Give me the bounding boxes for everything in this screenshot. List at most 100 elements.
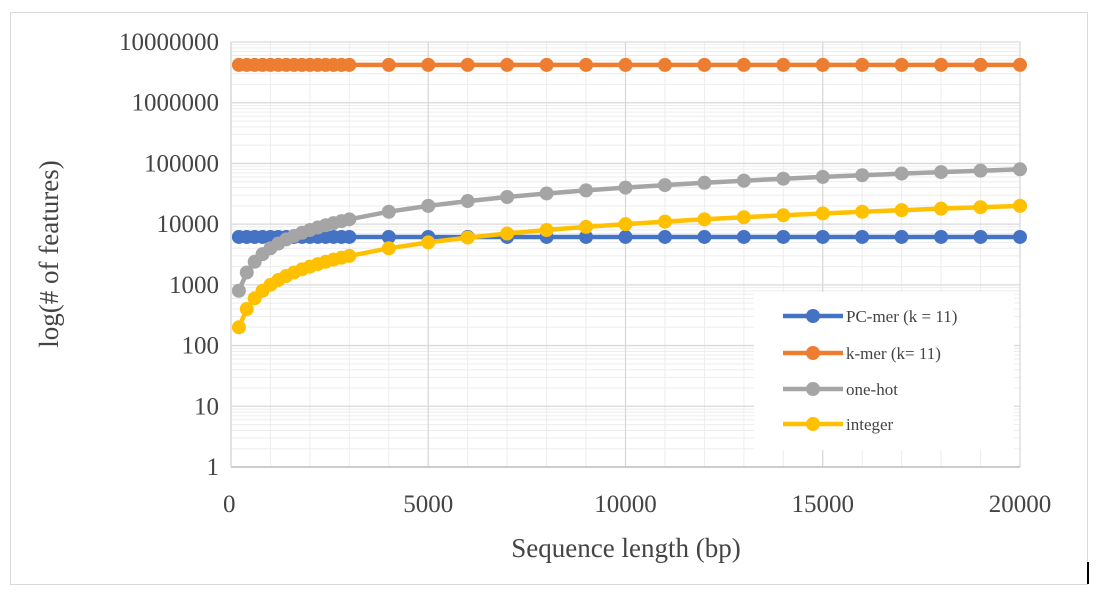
data-point-integer: [500, 226, 515, 241]
x-axis-title: Sequence length (bp): [511, 533, 740, 563]
legend-label: one-hot: [846, 380, 898, 399]
x-tick-label: 15000: [792, 491, 855, 518]
data-point-one-hot: [697, 175, 712, 190]
data-point-one-hot: [736, 173, 751, 188]
data-point-integer: [342, 248, 357, 263]
legend-label: k-mer (k= 11): [846, 344, 941, 363]
data-point-integer: [934, 201, 949, 216]
legend-label: integer: [846, 415, 894, 434]
data-point-pc-mer-k-11: [697, 229, 712, 244]
legend-swatch-marker: [806, 417, 820, 431]
y-tick-label: 1000: [169, 272, 219, 299]
data-point-k-mer-k-11: [776, 57, 791, 72]
data-point-one-hot: [1013, 162, 1027, 177]
legend-label: PC-mer (k = 11): [846, 307, 957, 326]
data-point-one-hot: [421, 198, 436, 213]
data-point-k-mer-k-11: [815, 57, 830, 72]
data-point-integer: [421, 235, 436, 250]
data-point-pc-mer-k-11: [736, 229, 751, 244]
data-point-k-mer-k-11: [736, 57, 751, 72]
data-point-one-hot: [381, 204, 396, 219]
data-point-one-hot: [500, 189, 515, 204]
y-tick-label: 10000000: [119, 29, 219, 56]
data-point-one-hot: [776, 171, 791, 186]
data-point-k-mer-k-11: [342, 57, 357, 72]
data-point-one-hot: [934, 165, 949, 180]
data-point-pc-mer-k-11: [618, 229, 633, 244]
data-point-one-hot: [894, 166, 909, 181]
data-point-one-hot: [815, 169, 830, 184]
data-point-one-hot: [579, 183, 594, 198]
data-point-integer: [855, 204, 870, 219]
data-point-k-mer-k-11: [381, 57, 396, 72]
y-tick-label: 1: [207, 454, 220, 481]
data-point-one-hot: [973, 163, 988, 178]
data-point-integer: [231, 320, 246, 335]
y-tick-label: 100: [182, 333, 220, 360]
data-point-pc-mer-k-11: [973, 229, 988, 244]
x-tick-label: 0: [223, 491, 236, 518]
data-point-integer: [697, 212, 712, 227]
data-point-integer: [539, 223, 554, 238]
data-point-integer: [460, 230, 475, 245]
data-point-k-mer-k-11: [421, 57, 436, 72]
data-point-k-mer-k-11: [500, 57, 515, 72]
x-tick-label: 5000: [403, 491, 453, 518]
x-tick-label: 20000: [989, 491, 1052, 518]
data-point-integer: [776, 208, 791, 223]
legend-swatch-marker: [806, 382, 820, 396]
data-point-k-mer-k-11: [618, 57, 633, 72]
data-point-integer: [973, 200, 988, 215]
data-point-pc-mer-k-11: [579, 229, 594, 244]
data-point-k-mer-k-11: [1013, 57, 1027, 72]
data-point-pc-mer-k-11: [894, 229, 909, 244]
data-point-k-mer-k-11: [855, 57, 870, 72]
data-point-integer: [239, 302, 254, 317]
data-point-pc-mer-k-11: [1013, 229, 1027, 244]
data-point-pc-mer-k-11: [776, 229, 791, 244]
data-point-k-mer-k-11: [657, 57, 672, 72]
data-point-k-mer-k-11: [894, 57, 909, 72]
legend-swatch-marker: [806, 309, 820, 323]
data-point-integer: [381, 241, 396, 256]
y-tick-label: 100000: [144, 150, 219, 177]
data-point-k-mer-k-11: [579, 57, 594, 72]
data-point-k-mer-k-11: [697, 57, 712, 72]
data-point-integer: [815, 206, 830, 221]
data-point-one-hot: [342, 212, 357, 227]
data-point-pc-mer-k-11: [381, 229, 396, 244]
y-tick-label: 1000000: [132, 90, 220, 117]
y-tick-label: 10000: [157, 211, 220, 238]
data-point-integer: [894, 203, 909, 218]
y-axis-title: log(# of features): [34, 160, 64, 347]
data-point-integer: [1013, 198, 1027, 213]
data-point-one-hot: [618, 180, 633, 195]
tick-labels: 1 10 100 1000 10000 100000 1000000 10000000 0 500…: [119, 29, 1051, 518]
data-point-pc-mer-k-11: [815, 229, 830, 244]
data-point-one-hot: [231, 283, 246, 298]
data-point-one-hot: [539, 186, 554, 201]
data-point-integer: [657, 214, 672, 229]
y-tick-label: 10: [194, 393, 219, 420]
data-point-k-mer-k-11: [460, 57, 475, 72]
data-point-pc-mer-k-11: [657, 229, 672, 244]
edge-mark: [1087, 562, 1089, 584]
series-layer: [231, 57, 1027, 335]
legend-swatch-marker: [806, 346, 820, 360]
data-point-one-hot: [460, 194, 475, 209]
data-point-k-mer-k-11: [973, 57, 988, 72]
data-point-k-mer-k-11: [539, 57, 554, 72]
data-point-integer: [579, 219, 594, 234]
data-point-pc-mer-k-11: [934, 229, 949, 244]
data-point-pc-mer-k-11: [855, 229, 870, 244]
data-point-one-hot: [657, 178, 672, 193]
legend: PC-mer (k = 11) k-mer (k= 11) one-hot integ…: [754, 292, 1014, 450]
data-point-k-mer-k-11: [934, 57, 949, 72]
data-point-integer: [618, 217, 633, 232]
data-point-one-hot: [239, 265, 254, 280]
axes: [230, 42, 1020, 468]
x-tick-label: 10000: [594, 491, 657, 518]
data-point-integer: [736, 210, 751, 225]
data-point-pc-mer-k-11: [342, 229, 357, 244]
